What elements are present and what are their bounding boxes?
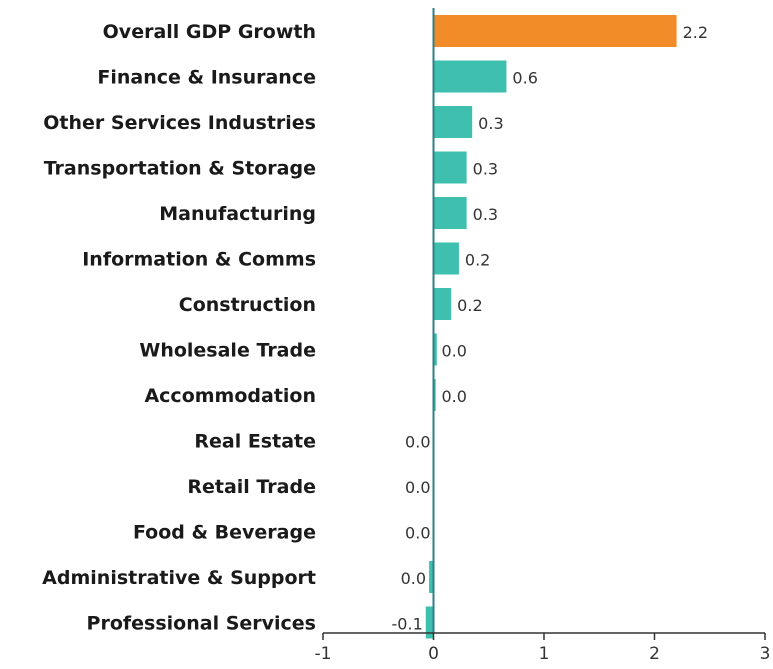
data-label: 0.0 — [405, 478, 430, 497]
data-label: 2.2 — [683, 23, 708, 42]
data-label: 0.3 — [473, 160, 498, 179]
x-tick-label: 1 — [539, 644, 550, 664]
bar — [433, 60, 507, 93]
data-label: 0.6 — [512, 69, 537, 88]
category-label: Manufacturing — [159, 203, 316, 225]
data-label: 0.3 — [473, 205, 498, 224]
data-label: 0.2 — [465, 251, 490, 270]
category-label: Construction — [179, 294, 316, 316]
category-label: Wholesale Trade — [139, 340, 316, 362]
data-label: 0.3 — [478, 114, 503, 133]
category-label: Transportation & Storage — [44, 158, 316, 180]
data-label: 0.0 — [442, 387, 467, 406]
data-label: 0.0 — [405, 524, 430, 543]
data-label: -0.1 — [392, 615, 423, 634]
category-label: Accommodation — [144, 385, 316, 407]
x-tick-label: 2 — [649, 644, 660, 664]
category-label: Information & Comms — [82, 249, 316, 271]
bar — [433, 379, 436, 411]
bar — [433, 15, 677, 47]
bar — [433, 197, 467, 229]
data-label: 0.2 — [457, 296, 482, 315]
x-tick-label: 0 — [428, 644, 439, 664]
bar — [433, 151, 467, 184]
category-label: Real Estate — [194, 431, 316, 453]
category-label: Overall GDP Growth — [103, 21, 316, 43]
x-tick-label: -1 — [315, 644, 332, 664]
category-label: Finance & Insurance — [97, 67, 316, 89]
category-label: Administrative & Support — [42, 567, 316, 589]
data-label: 0.0 — [401, 569, 426, 588]
bar — [433, 333, 437, 366]
x-tick-label: 3 — [760, 644, 771, 664]
data-label: 0.0 — [405, 433, 430, 452]
bar — [433, 242, 459, 275]
category-label: Retail Trade — [187, 476, 316, 498]
category-label: Food & Beverage — [133, 522, 316, 544]
category-label: Other Services Industries — [43, 112, 316, 134]
bar — [433, 288, 452, 320]
bar — [429, 561, 434, 593]
bar — [425, 606, 434, 639]
data-label: 0.0 — [442, 342, 467, 361]
bar — [433, 106, 473, 138]
category-label: Professional Services — [87, 613, 316, 635]
